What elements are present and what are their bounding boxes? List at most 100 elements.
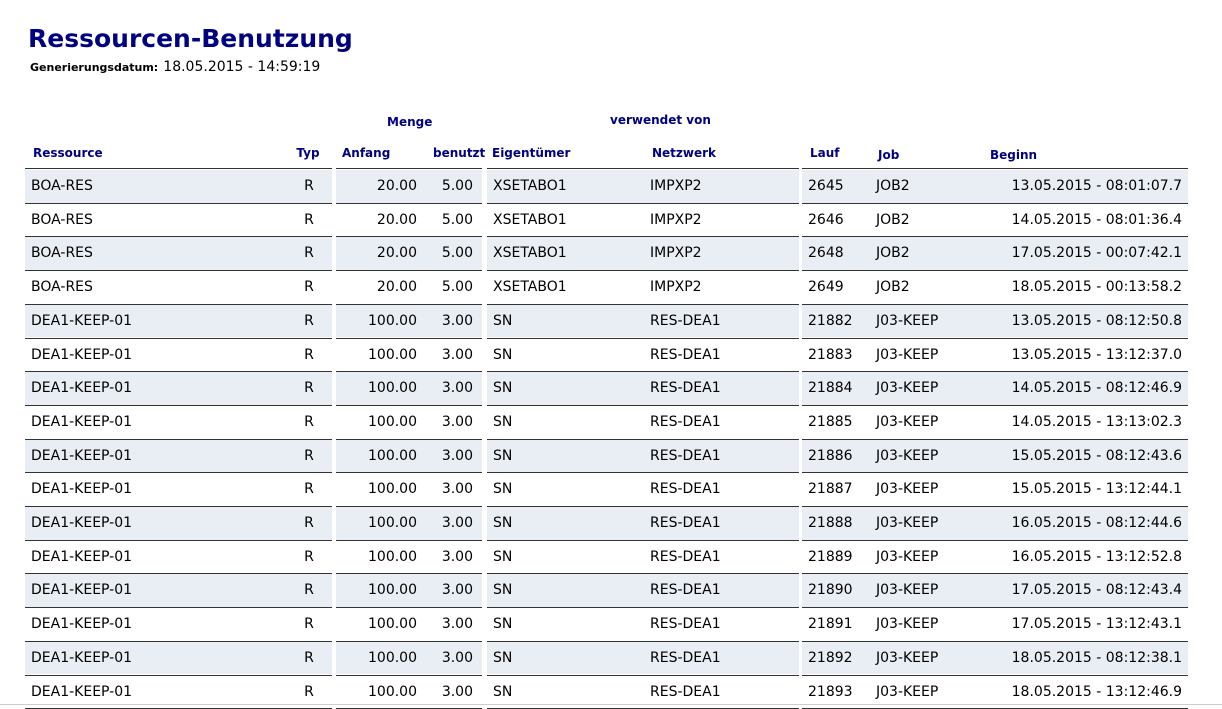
row-shade (487, 574, 799, 608)
row-rule (487, 640, 799, 642)
row-shade (487, 372, 799, 405)
row-rule (336, 506, 482, 507)
cell: RES-DEA1 (650, 548, 721, 565)
cell: IMPXP2 (650, 245, 702, 262)
cell: DEA1-KEEP-01 (31, 548, 133, 565)
cell: 3.00 (441, 582, 473, 599)
cell: 14.05.2015 - 13:13:02.3 (1011, 413, 1182, 430)
row-rule (336, 472, 482, 474)
row-shade (487, 641, 799, 675)
row-rule (25, 472, 332, 474)
row-shade (336, 372, 482, 405)
cell: SN (493, 683, 513, 700)
column-header: Netzwerk (652, 146, 717, 160)
row-shade (336, 170, 482, 203)
row-rule (487, 270, 799, 272)
header-rule (487, 168, 799, 169)
cell: J03-KEEP (876, 616, 939, 633)
group-header: Menge (387, 115, 433, 129)
row-rule (487, 472, 799, 474)
row-rule (336, 539, 482, 541)
row-shade (487, 304, 799, 338)
row-rule (487, 236, 799, 238)
cell: R (304, 413, 314, 430)
cell: 21883 (808, 346, 853, 363)
row-shade (25, 170, 332, 203)
row-shade (802, 304, 1188, 338)
row-shade (25, 507, 332, 540)
row-shade (336, 237, 482, 271)
cell: BOA-RES (31, 178, 93, 194)
cell: 100.00 (368, 447, 417, 464)
row-rule (25, 270, 332, 272)
cell: J03-KEEP (876, 683, 939, 700)
row-rule (25, 371, 332, 373)
row-rule (802, 506, 1188, 507)
cell: RES-DEA1 (650, 346, 721, 363)
row-rule (25, 674, 332, 676)
cell: J03-KEEP (876, 582, 939, 599)
row-rule (487, 202, 799, 204)
row-shade (336, 304, 482, 338)
date-value: 18.05.2015 - 14:59:19 (163, 59, 321, 75)
header-rule (336, 168, 482, 169)
row-rule (802, 674, 1188, 676)
row-shade (802, 507, 1188, 540)
row-rule (802, 573, 1188, 575)
cell: R (304, 245, 314, 262)
cell: 21884 (808, 380, 853, 397)
cell: 100.00 (368, 312, 417, 329)
cell: JOB2 (876, 279, 910, 296)
cell: IMPXP2 (650, 211, 702, 228)
column-header: Job (878, 148, 900, 162)
row-rule (25, 539, 332, 541)
cell: BOA-RES (31, 211, 93, 228)
cell: 18.05.2015 - 08:12:38.1 (1011, 649, 1182, 666)
row-rule (25, 640, 332, 642)
column-header: Lauf (810, 146, 840, 160)
row-rule (802, 371, 1188, 373)
cell: R (304, 548, 314, 565)
cell: SN (493, 413, 513, 430)
cell: SN (493, 346, 513, 363)
column-header: benutzt (433, 146, 486, 160)
cell: J03-KEEP (876, 346, 939, 363)
row-rule (802, 337, 1188, 339)
cell: 21888 (808, 515, 853, 531)
row-rule (487, 404, 799, 406)
cell: SN (493, 548, 513, 565)
cell: 100.00 (368, 683, 417, 700)
row-rule (487, 674, 799, 676)
cell: SN (493, 380, 513, 397)
cell: 13.05.2015 - 08:12:50.8 (1011, 312, 1182, 329)
cell: 3.00 (441, 548, 473, 565)
cell: XSETABO1 (493, 245, 567, 262)
cell: 17.05.2015 - 13:12:43.1 (1011, 616, 1182, 633)
cell: 3.00 (441, 413, 473, 430)
row-rule (802, 236, 1188, 238)
cell: 21887 (808, 481, 853, 498)
cell: DEA1-KEEP-01 (31, 312, 133, 329)
cell: SN (493, 515, 513, 531)
group-header: verwendet von (610, 113, 711, 127)
cell: 100.00 (368, 548, 417, 565)
row-shade (802, 170, 1188, 203)
cell: R (304, 481, 314, 498)
cell: 100.00 (368, 481, 417, 498)
cell: 3.00 (441, 683, 473, 700)
cell: J03-KEEP (876, 413, 939, 430)
row-shade (487, 170, 799, 203)
cell: 5.00 (441, 178, 473, 194)
cell: 3.00 (441, 649, 473, 666)
cell: DEA1-KEEP-01 (31, 582, 133, 599)
cell: 20.00 (376, 245, 417, 262)
cell: 21882 (808, 312, 853, 329)
cell: J03-KEEP (876, 447, 939, 464)
cell: 3.00 (441, 515, 473, 531)
cell: 100.00 (368, 582, 417, 599)
row-shade (336, 641, 482, 675)
cell: 3.00 (441, 380, 473, 397)
cell: RES-DEA1 (650, 413, 721, 430)
column-header: Anfang (342, 146, 391, 160)
cell: DEA1-KEEP-01 (31, 481, 133, 498)
